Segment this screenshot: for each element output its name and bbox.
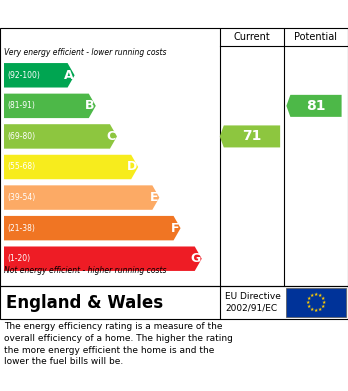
Polygon shape bbox=[220, 126, 280, 147]
Text: (39-54): (39-54) bbox=[7, 193, 35, 202]
Text: ★: ★ bbox=[310, 293, 314, 298]
Text: ★: ★ bbox=[306, 300, 310, 305]
Text: 71: 71 bbox=[242, 129, 262, 143]
Text: England & Wales: England & Wales bbox=[6, 294, 163, 312]
Text: (21-38): (21-38) bbox=[7, 224, 35, 233]
Text: Energy Efficiency Rating: Energy Efficiency Rating bbox=[10, 7, 221, 22]
Text: ★: ★ bbox=[318, 293, 322, 298]
Text: The energy efficiency rating is a measure of the
overall efficiency of a home. T: The energy efficiency rating is a measur… bbox=[4, 322, 233, 366]
Text: (55-68): (55-68) bbox=[7, 163, 35, 172]
Text: Potential: Potential bbox=[294, 32, 338, 42]
Text: ★: ★ bbox=[307, 304, 311, 309]
Text: (69-80): (69-80) bbox=[7, 132, 35, 141]
Polygon shape bbox=[4, 246, 202, 271]
Text: F: F bbox=[171, 222, 180, 235]
Text: ★: ★ bbox=[314, 308, 318, 313]
Text: ★: ★ bbox=[321, 296, 325, 301]
Text: (92-100): (92-100) bbox=[7, 71, 40, 80]
Text: A: A bbox=[64, 69, 73, 82]
Text: EU Directive: EU Directive bbox=[225, 292, 281, 301]
Text: Current: Current bbox=[234, 32, 270, 42]
Text: E: E bbox=[150, 191, 158, 204]
Bar bbox=[286, 288, 346, 317]
Text: ★: ★ bbox=[314, 292, 318, 297]
Polygon shape bbox=[286, 95, 342, 117]
Text: ★: ★ bbox=[321, 304, 325, 309]
Text: 2002/91/EC: 2002/91/EC bbox=[225, 304, 277, 313]
Text: B: B bbox=[85, 99, 95, 112]
Text: G: G bbox=[190, 252, 201, 265]
Polygon shape bbox=[4, 155, 138, 179]
Polygon shape bbox=[4, 185, 159, 210]
Text: ★: ★ bbox=[307, 296, 311, 301]
Text: ★: ★ bbox=[310, 307, 314, 312]
Polygon shape bbox=[4, 63, 74, 88]
Text: Not energy efficient - higher running costs: Not energy efficient - higher running co… bbox=[4, 266, 166, 275]
Polygon shape bbox=[4, 216, 181, 240]
Text: D: D bbox=[127, 160, 137, 174]
Text: ★: ★ bbox=[322, 300, 326, 305]
Text: (81-91): (81-91) bbox=[7, 101, 35, 110]
Text: ★: ★ bbox=[318, 307, 322, 312]
Text: C: C bbox=[107, 130, 116, 143]
Polygon shape bbox=[4, 93, 96, 118]
Text: 81: 81 bbox=[306, 99, 326, 113]
Text: Very energy efficient - lower running costs: Very energy efficient - lower running co… bbox=[4, 48, 166, 57]
Polygon shape bbox=[4, 124, 117, 149]
Text: (1-20): (1-20) bbox=[7, 254, 30, 263]
